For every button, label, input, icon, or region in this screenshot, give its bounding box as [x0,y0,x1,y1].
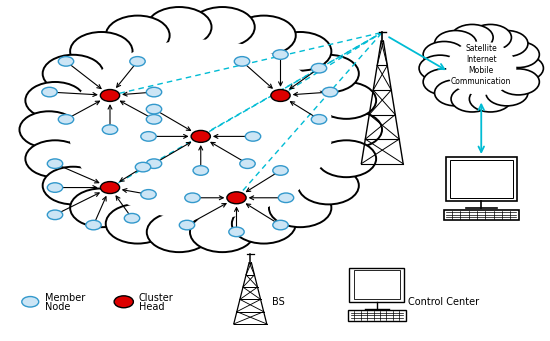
Circle shape [47,210,63,220]
Text: Satellite
Internet
Mobile
Communication: Satellite Internet Mobile Communication [451,44,512,86]
Circle shape [179,220,195,230]
Ellipse shape [56,31,346,228]
Circle shape [273,220,288,230]
Circle shape [271,90,290,102]
Circle shape [232,204,296,243]
Circle shape [269,32,331,71]
Circle shape [469,86,512,112]
Circle shape [434,31,477,57]
Circle shape [47,183,63,192]
Text: Member: Member [45,293,85,303]
Circle shape [269,189,331,227]
Circle shape [106,16,169,55]
Circle shape [70,189,133,227]
Circle shape [298,55,359,92]
Circle shape [497,42,540,68]
Circle shape [130,57,145,66]
Circle shape [86,220,101,230]
Circle shape [245,132,261,141]
Circle shape [191,131,210,143]
Circle shape [141,132,156,141]
Circle shape [451,25,493,50]
Text: BS: BS [272,297,285,307]
Text: Node: Node [45,302,70,312]
Bar [348,310,406,321]
Circle shape [469,25,512,50]
Ellipse shape [445,40,518,96]
Text: Cluster: Cluster [139,293,173,303]
Circle shape [193,166,208,175]
Circle shape [229,227,244,237]
Circle shape [423,42,465,68]
Circle shape [100,90,120,102]
Circle shape [147,212,212,252]
Circle shape [146,104,162,114]
Circle shape [317,82,376,119]
Text: Head: Head [139,302,164,312]
Circle shape [502,55,543,81]
Circle shape [124,213,140,223]
Bar [444,210,519,220]
Circle shape [42,87,57,97]
Bar [354,270,400,299]
Bar [349,268,404,302]
Circle shape [317,140,376,177]
Circle shape [311,115,327,124]
Circle shape [273,50,288,59]
Circle shape [497,69,540,95]
Circle shape [43,55,103,92]
Circle shape [146,115,162,124]
Circle shape [434,80,477,106]
Circle shape [19,111,79,148]
Circle shape [146,159,162,168]
Circle shape [322,87,338,97]
Circle shape [25,82,85,119]
Circle shape [190,7,255,47]
Circle shape [114,296,133,308]
Circle shape [311,63,327,73]
Circle shape [25,140,85,177]
Text: Control Center: Control Center [408,297,479,307]
Circle shape [58,115,74,124]
Circle shape [147,7,212,47]
Ellipse shape [446,41,516,95]
Circle shape [227,192,246,204]
Circle shape [22,297,38,307]
Circle shape [234,57,250,66]
Circle shape [70,32,133,71]
Circle shape [146,87,162,97]
Circle shape [486,80,528,106]
Circle shape [232,16,296,55]
Circle shape [185,193,200,203]
Circle shape [43,167,103,204]
Bar [450,160,513,198]
Circle shape [278,193,294,203]
Circle shape [190,212,255,252]
Ellipse shape [69,40,333,220]
Circle shape [298,167,359,204]
Circle shape [273,166,288,175]
Circle shape [423,69,465,95]
Circle shape [47,159,63,168]
Circle shape [100,181,120,193]
Circle shape [106,204,169,243]
Circle shape [323,111,382,148]
Circle shape [135,162,151,172]
Bar [446,157,517,201]
Circle shape [141,190,156,199]
Circle shape [451,86,493,112]
Circle shape [419,55,461,81]
Circle shape [486,31,528,57]
Circle shape [102,125,118,134]
Circle shape [240,159,255,168]
Circle shape [58,57,74,66]
